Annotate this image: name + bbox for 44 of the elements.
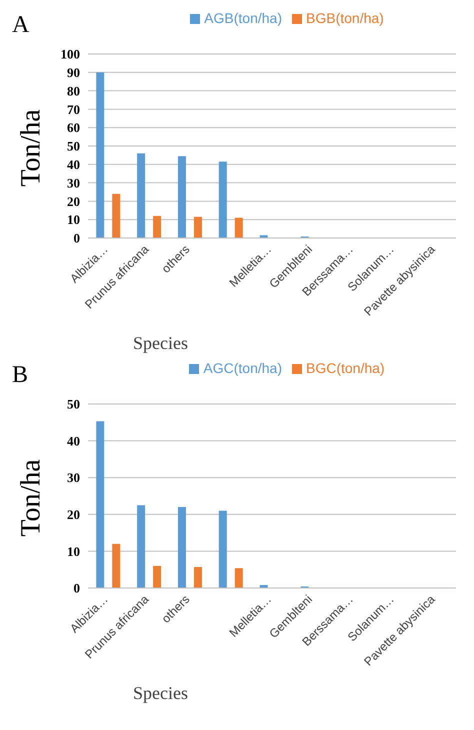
bar: [96, 421, 104, 588]
bar: [178, 156, 186, 238]
bar: [153, 216, 162, 238]
legend-label: AGC(ton/ha): [203, 360, 282, 376]
x-axis-title: Species: [133, 333, 188, 354]
bar: [112, 544, 120, 588]
y-tick-label: 100: [60, 46, 80, 62]
bar: [260, 235, 268, 238]
y-tick-label: 80: [67, 83, 80, 98]
bar: [112, 194, 120, 238]
legend-label: BGB(ton/ha): [306, 10, 384, 26]
y-tick-label: 0: [74, 580, 80, 596]
y-axis-title: Ton/ha: [16, 459, 48, 537]
y-tick-label: 40: [67, 433, 80, 448]
y-tick-label: 50: [67, 396, 80, 412]
legend-label: AGB(ton/ha): [204, 10, 282, 26]
y-tick-label: 70: [67, 102, 80, 117]
y-tick-label: 10: [67, 544, 80, 559]
y-tick-label: 40: [67, 157, 80, 172]
text: A: [12, 12, 30, 39]
y-tick-label: 60: [67, 120, 80, 136]
bar: [218, 510, 227, 588]
y-tick-label: 30: [67, 470, 80, 486]
bar: [194, 216, 202, 238]
bar: [194, 567, 202, 588]
text: B: [12, 362, 28, 389]
x-axis-title: Species: [133, 683, 188, 704]
bar: [234, 218, 243, 238]
y-tick-label: 10: [67, 212, 80, 228]
y-axis-title: Ton/ha: [16, 109, 48, 187]
bar: [153, 566, 162, 588]
legend-label: BGC(ton/ha): [306, 360, 385, 376]
y-tick-label: 50: [67, 138, 80, 154]
bar: [137, 505, 146, 588]
bar: [137, 153, 146, 238]
bar: [96, 72, 104, 238]
bar: [234, 568, 243, 588]
y-tick-label: 30: [67, 175, 80, 190]
bar: [218, 162, 227, 238]
y-tick-label: 90: [67, 65, 80, 80]
y-tick-label: 20: [67, 507, 80, 522]
y-tick-label: 0: [74, 230, 80, 246]
y-tick-label: 20: [67, 194, 80, 209]
bar: [178, 507, 186, 588]
